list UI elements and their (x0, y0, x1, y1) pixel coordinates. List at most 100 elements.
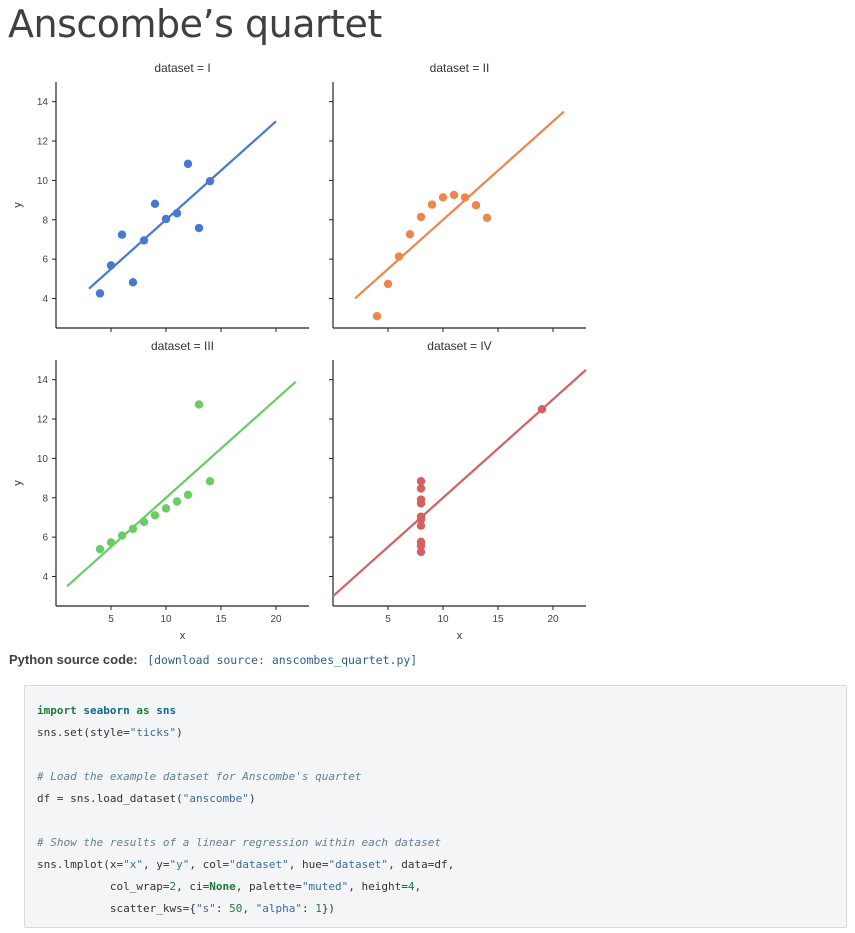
y-tick-label: 12 (37, 137, 49, 148)
regression-line (88, 120, 277, 290)
data-point (471, 200, 481, 210)
code-token: None (209, 880, 236, 893)
code-token: ) (176, 726, 183, 739)
data-point (205, 176, 215, 186)
code-token: : (215, 902, 230, 915)
data-point (128, 278, 138, 287)
x-tick-label: 15 (215, 614, 227, 625)
data-point (537, 405, 547, 414)
facet-panel: dataset = IV 5 10 15 20 x (329, 339, 587, 642)
code-token: , ci= (176, 880, 210, 893)
code-token: , data=df, (388, 858, 455, 871)
code-token: df = sns.load_dataset( (37, 792, 183, 805)
y-tick-label: 4 (42, 572, 48, 583)
data-point (416, 212, 426, 222)
y-tick-label: 14 (37, 375, 49, 386)
y-tick-label: 4 (42, 294, 48, 305)
code-token: : (301, 902, 316, 915)
x-tick-label: 15 (492, 614, 504, 625)
y-tick-label: 10 (37, 454, 49, 465)
data-point (194, 400, 204, 409)
data-point (183, 490, 193, 500)
data-point (117, 531, 127, 540)
y-tick-label: 8 (42, 215, 48, 226)
x-axis-label: x (180, 630, 186, 642)
y-tick-label: 12 (37, 415, 49, 426)
data-point (427, 200, 437, 209)
data-point (449, 190, 459, 200)
data-point (139, 517, 149, 527)
y-tick-label: 6 (42, 255, 48, 266)
code-token: }) (321, 902, 336, 915)
data-point (139, 236, 149, 245)
y-axis-label: y (12, 202, 24, 208)
x-tick-label: 10 (437, 614, 449, 625)
facet-panel: dataset = I 4 6 8 10 12 14 y (12, 61, 309, 332)
page-title: Anscombe’s quartet (8, 2, 382, 46)
y-tick-label: 8 (42, 493, 48, 504)
x-tick-label: 20 (547, 614, 559, 625)
code-token: 2 (169, 880, 177, 893)
code-listing: import seaborn as sns sns.set(style="tic… (25, 686, 846, 920)
facet-title: dataset = III (151, 339, 214, 353)
code-token: , (414, 880, 422, 893)
data-point (106, 538, 116, 547)
data-point (482, 213, 492, 222)
code-token: "muted" (301, 880, 349, 893)
data-point (150, 199, 160, 209)
code-token: col_wrap= (37, 880, 170, 893)
data-point (416, 541, 426, 550)
download-source-link[interactable]: [download source: anscombes_quartet.py] (147, 653, 418, 667)
data-point (383, 279, 393, 289)
y-tick-label: 6 (42, 533, 48, 544)
code-token: sns (156, 704, 177, 717)
code-token: ) (248, 792, 256, 805)
facet-panel: dataset = III 4 6 8 10 12 14 5 10 15 20 y x (12, 339, 309, 642)
y-axis-label: y (12, 480, 24, 486)
code-token: 4 (407, 880, 415, 893)
data-point (161, 504, 171, 513)
source-label: Python source code: (9, 652, 138, 667)
data-point (460, 193, 470, 202)
data-point (416, 484, 426, 493)
code-block: import seaborn as sns sns.set(style="tic… (24, 685, 847, 928)
data-point (416, 547, 426, 557)
code-token: 50 (229, 902, 243, 915)
x-tick-label: 5 (108, 614, 114, 625)
code-token: , height= (348, 880, 408, 893)
data-point (416, 521, 426, 530)
code-token: , (242, 902, 256, 915)
regression-line (66, 380, 297, 588)
code-token: "y" (169, 858, 190, 871)
code-token: sns.lmplot(x= (37, 858, 124, 871)
facet-title: dataset = I (154, 61, 210, 75)
y-tick-label: 10 (37, 176, 49, 187)
code-token: , hue= (288, 858, 329, 871)
code-comment: # Load the example dataset for Anscombe'… (37, 770, 362, 783)
data-point (416, 515, 426, 524)
data-point (372, 311, 382, 321)
code-token: seaborn (83, 704, 130, 717)
data-point (172, 209, 182, 218)
code-token: "ticks" (129, 726, 177, 739)
code-token: , palette= (235, 880, 302, 893)
data-point (438, 193, 448, 202)
data-point (117, 230, 127, 239)
code-token: "anscombe" (182, 792, 249, 805)
code-token: sns.set(style= (37, 726, 130, 739)
code-token: "dataset" (328, 858, 389, 871)
data-point (150, 511, 160, 520)
facet-title: dataset = IV (427, 339, 491, 353)
data-point (205, 477, 215, 486)
data-point (106, 261, 116, 270)
facet-title: dataset = II (430, 61, 490, 75)
data-point (95, 544, 105, 554)
x-tick-label: 5 (385, 614, 391, 625)
code-token: "s" (195, 902, 216, 915)
code-token: "dataset" (229, 858, 289, 871)
data-point (95, 289, 105, 298)
code-token: 1 (315, 902, 322, 915)
data-point (128, 524, 138, 534)
source-line: Python source code: [download source: an… (9, 652, 417, 667)
data-point (183, 159, 193, 169)
